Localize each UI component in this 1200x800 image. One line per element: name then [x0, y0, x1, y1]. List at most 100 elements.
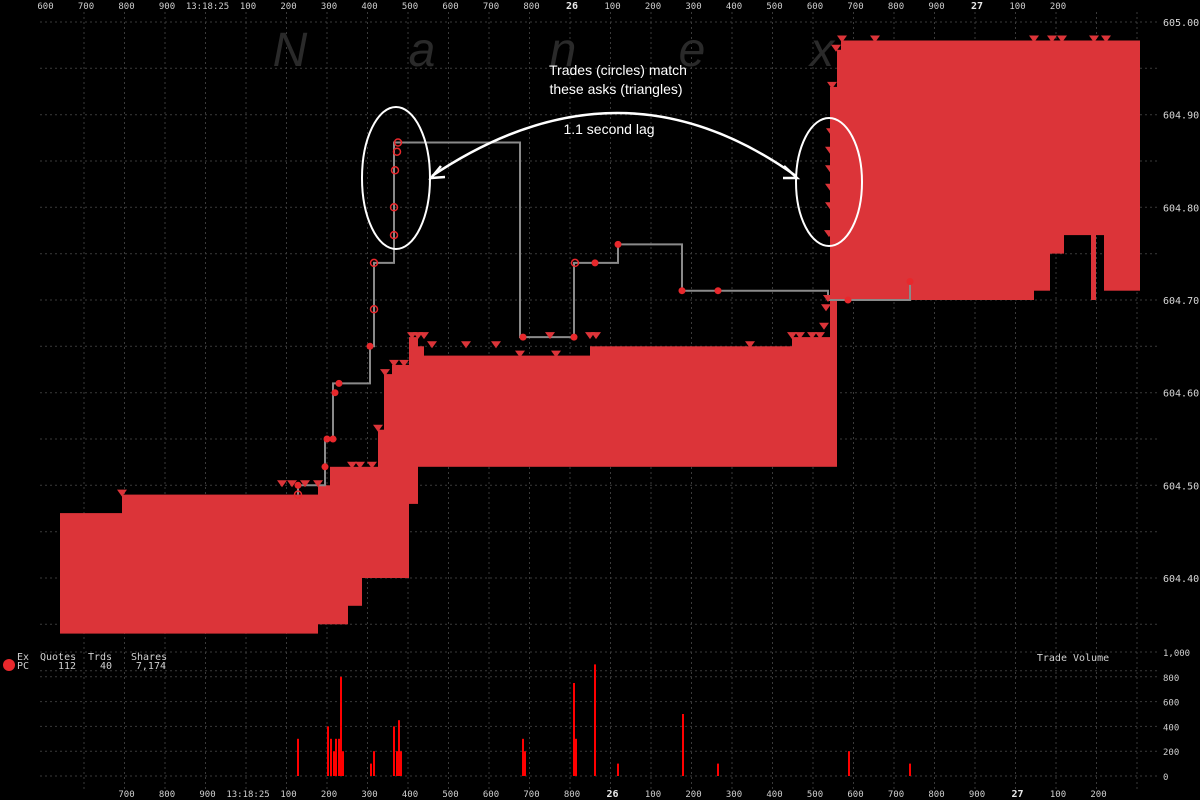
ask-triangle — [373, 424, 383, 432]
x-tick-bottom: 600 — [847, 790, 863, 800]
bid-ask-block — [418, 346, 424, 467]
x-tick-bottom: 500 — [442, 790, 458, 800]
x-tick-top: 13:18:25 — [186, 2, 229, 12]
volume-title: Trade Volume — [1037, 653, 1109, 664]
volume-bar — [370, 763, 372, 776]
bid-ask-block — [1064, 40, 1091, 236]
trade-circle-hollow — [393, 138, 403, 147]
trade-circle-hollow — [390, 166, 400, 175]
ask-triangle — [545, 332, 555, 340]
trade-circle — [323, 435, 331, 443]
x-tick-bottom: 300 — [726, 790, 742, 800]
ask-triangle — [870, 35, 880, 43]
x-tick-bottom: 800 — [564, 790, 580, 800]
x-tick-top: 900 — [928, 2, 944, 12]
trades-highlight-ellipse — [361, 106, 431, 250]
x-tick-top: 900 — [159, 2, 175, 12]
ask-triangle — [427, 341, 437, 349]
x-tick-top: 200 — [280, 2, 296, 12]
trade-circle — [366, 342, 374, 350]
price-tick-right: 604.60 — [1163, 389, 1199, 400]
bid-ask-block — [841, 40, 1034, 300]
volume-bar — [594, 664, 596, 776]
x-tick-bottom: 300 — [361, 790, 377, 800]
x-tick-top: 300 — [685, 2, 701, 12]
ask-triangle — [745, 341, 755, 349]
watermark-letter: n — [550, 24, 577, 77]
volume-bar — [327, 726, 329, 776]
volume-bar — [522, 738, 524, 776]
lag-arrow-curve — [431, 111, 797, 178]
trade-circle — [329, 435, 337, 443]
annotation-line-1: Trades (circles) match — [549, 62, 687, 78]
trade-circle — [906, 278, 914, 285]
ask-triangle — [300, 480, 310, 488]
legend-quotes: 112 — [58, 661, 76, 672]
volume-bar — [909, 763, 911, 776]
x-tick-bottom: 400 — [766, 790, 782, 800]
price-tick-right: 605.00 — [1163, 18, 1199, 29]
volume-bar — [524, 751, 526, 776]
ask-triangle — [837, 35, 847, 43]
ask-triangle — [380, 369, 390, 377]
trade-circle — [678, 287, 686, 295]
x-tick-bottom: 100 — [280, 790, 296, 800]
x-tick-top: 600 — [37, 2, 53, 12]
x-tick-top: 200 — [1050, 2, 1066, 12]
ask-triangle — [815, 332, 825, 340]
x-tick-bottom: 200 — [321, 790, 337, 800]
ask-triangle — [461, 341, 471, 349]
ask-triangle — [551, 350, 561, 358]
x-tick-top: 500 — [402, 2, 418, 12]
bid-ask-block — [1091, 40, 1096, 300]
price-tick-right: 604.80 — [1163, 203, 1199, 214]
trade-circle — [591, 259, 599, 267]
ask-triangle — [1101, 35, 1111, 43]
volume-bar — [575, 738, 577, 776]
volume-tick-right: 1,000 — [1163, 649, 1190, 659]
bid-ask-block — [60, 513, 122, 634]
ask-triangle — [807, 332, 817, 340]
x-tick-top: 700 — [483, 2, 499, 12]
trade-circle — [570, 333, 578, 341]
trade-circle-hollow — [570, 258, 580, 268]
ask-triangle — [491, 341, 501, 349]
x-tick-top: 700 — [847, 2, 863, 12]
ask-triangle — [515, 350, 525, 358]
x-tick-top: 300 — [321, 2, 337, 12]
watermark-letter: N — [273, 24, 308, 77]
bid-ask-block — [392, 364, 409, 578]
ask-triangle — [825, 146, 835, 154]
bid-ask-block — [318, 485, 330, 625]
ask-triangle — [277, 480, 287, 488]
trade-circle — [714, 287, 722, 295]
annotation-line-2: these asks (triangles) — [549, 81, 682, 97]
volume-bar — [335, 738, 337, 776]
trade-circle-hollow — [369, 305, 379, 314]
ask-triangle — [831, 44, 841, 52]
bid-ask-block — [424, 355, 590, 467]
bid-ask-block — [837, 49, 841, 300]
trade-circle — [335, 379, 343, 387]
legend-header-ex: Ex — [17, 652, 29, 663]
axes: 600 700 800 900 13:18:25 100 200 300 400 500 600 70… — [37, 1, 1199, 800]
x-tick-bottom: 700 — [523, 790, 539, 800]
x-tick-bottom: 500 — [807, 790, 823, 800]
x-tick-bottom: 600 — [483, 790, 499, 800]
bid-ask-block — [348, 466, 362, 606]
asks-highlight-ellipse — [795, 117, 863, 247]
watermark-letter: a — [409, 24, 436, 77]
volume-bar — [617, 763, 619, 776]
ask-triangle — [825, 202, 835, 210]
price-tick-right: 604.90 — [1163, 111, 1199, 122]
volume-bar — [682, 714, 684, 776]
watermark-letter: e — [679, 24, 706, 77]
trade-circle-hollow — [293, 490, 303, 499]
volume-bar — [338, 738, 340, 776]
x-tick-top: 800 — [523, 2, 539, 12]
legend-exchange: PC — [17, 661, 29, 672]
x-tick-bottom: 100 — [645, 790, 661, 800]
x-tick-bottom: 27 — [1011, 789, 1023, 800]
ask-triangle — [355, 461, 365, 469]
bid-ask-block — [1096, 40, 1104, 236]
